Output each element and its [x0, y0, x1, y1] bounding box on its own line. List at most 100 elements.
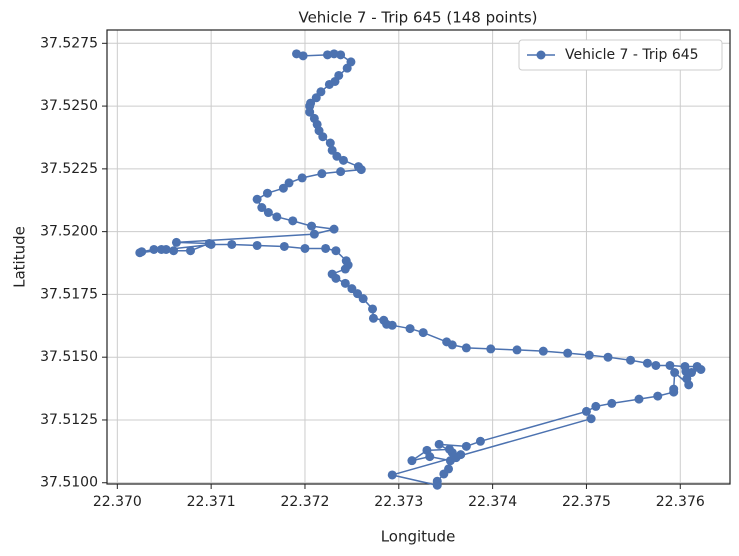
- data-point: [298, 51, 308, 61]
- data-point: [486, 344, 496, 354]
- legend-marker: [536, 50, 546, 60]
- data-point: [358, 294, 368, 304]
- data-point: [447, 340, 457, 350]
- data-point: [405, 324, 415, 334]
- data-point: [684, 380, 694, 390]
- data-point: [340, 264, 350, 274]
- x-tick-label: 22.373: [374, 494, 423, 510]
- y-tick-label: 37.5100: [40, 475, 98, 491]
- legend-box: [518, 39, 723, 71]
- x-tick-label: 22.370: [93, 494, 142, 510]
- data-point: [311, 93, 321, 103]
- data-point: [206, 239, 216, 249]
- data-point: [461, 441, 471, 451]
- data-point: [634, 394, 644, 404]
- data-point: [475, 436, 485, 446]
- x-tick-label: 22.374: [468, 494, 517, 510]
- data-point: [257, 203, 267, 213]
- data-point: [318, 132, 328, 142]
- data-point: [607, 398, 617, 408]
- data-point: [329, 224, 339, 234]
- y-tick-label: 37.5175: [40, 286, 98, 302]
- data-point: [340, 278, 350, 288]
- y-tick-label: 37.5200: [40, 224, 98, 240]
- y-tick-label: 37.5150: [40, 349, 98, 365]
- data-point: [538, 346, 548, 356]
- data-point: [331, 246, 341, 256]
- data-point: [284, 178, 294, 188]
- data-point: [171, 237, 181, 247]
- data-point: [279, 241, 289, 251]
- data-point: [186, 246, 196, 256]
- series-line: [139, 53, 703, 487]
- x-tick-label: 22.376: [656, 494, 705, 510]
- data-point: [563, 348, 573, 358]
- legend: Vehicle 7 - Trip 645: [518, 39, 723, 71]
- x-tick-label: 22.375: [562, 494, 611, 510]
- data-point: [227, 239, 237, 249]
- data-point: [581, 406, 591, 416]
- data-point: [331, 273, 341, 283]
- data-point: [444, 444, 454, 454]
- data-point: [418, 328, 428, 338]
- data-point: [603, 352, 613, 362]
- y-tick-label: 37.5225: [40, 161, 98, 177]
- data-point: [252, 194, 262, 204]
- data-point: [434, 439, 444, 449]
- x-tick-label: 22.372: [280, 494, 329, 510]
- data-point: [252, 240, 262, 250]
- data-point: [278, 183, 288, 193]
- data-point: [307, 221, 317, 231]
- data-point: [669, 387, 679, 397]
- data-point: [432, 480, 442, 490]
- x-tick-label: 22.371: [187, 494, 236, 510]
- data-point: [512, 345, 522, 355]
- data-point: [262, 188, 272, 198]
- data-point: [670, 368, 680, 378]
- data-point: [591, 401, 601, 411]
- data-point: [665, 360, 675, 370]
- chart-title: Vehicle 7 - Trip 645 (148 points): [298, 9, 537, 27]
- data-point: [263, 208, 273, 218]
- data-point: [321, 243, 331, 253]
- y-tick-label: 37.5125: [40, 412, 98, 428]
- data-point: [317, 169, 327, 179]
- data-point: [338, 155, 348, 165]
- data-point: [586, 414, 596, 424]
- data-point: [297, 173, 307, 183]
- data-point: [368, 313, 378, 323]
- data-point: [336, 50, 346, 60]
- data-point: [135, 248, 145, 258]
- data-point: [642, 358, 652, 368]
- data-point: [653, 391, 663, 401]
- data-point: [425, 452, 435, 462]
- data-point: [387, 470, 397, 480]
- data-point: [387, 320, 397, 330]
- data-point: [325, 138, 335, 148]
- plot-frame: [106, 29, 731, 485]
- data-point: [407, 456, 417, 466]
- data-point: [445, 456, 455, 466]
- data-point: [305, 107, 315, 117]
- data-point: [332, 151, 342, 161]
- data-point: [288, 216, 298, 226]
- data-point: [149, 244, 159, 254]
- data-point: [342, 63, 352, 73]
- data-point: [626, 355, 636, 365]
- data-point: [336, 167, 346, 177]
- data-point: [300, 243, 310, 253]
- y-tick-label: 37.5250: [40, 98, 98, 114]
- data-point: [324, 79, 334, 89]
- data-point: [681, 367, 691, 377]
- data-point: [651, 360, 661, 370]
- x-axis-label: Longitude: [381, 528, 456, 546]
- y-axis-label: Latitude: [11, 226, 29, 288]
- y-tick-label: 37.5275: [40, 35, 98, 51]
- data-point: [356, 165, 366, 175]
- data-point: [584, 350, 594, 360]
- legend-label: Vehicle 7 - Trip 645: [565, 47, 699, 63]
- data-point: [461, 343, 471, 353]
- data-point: [309, 229, 319, 239]
